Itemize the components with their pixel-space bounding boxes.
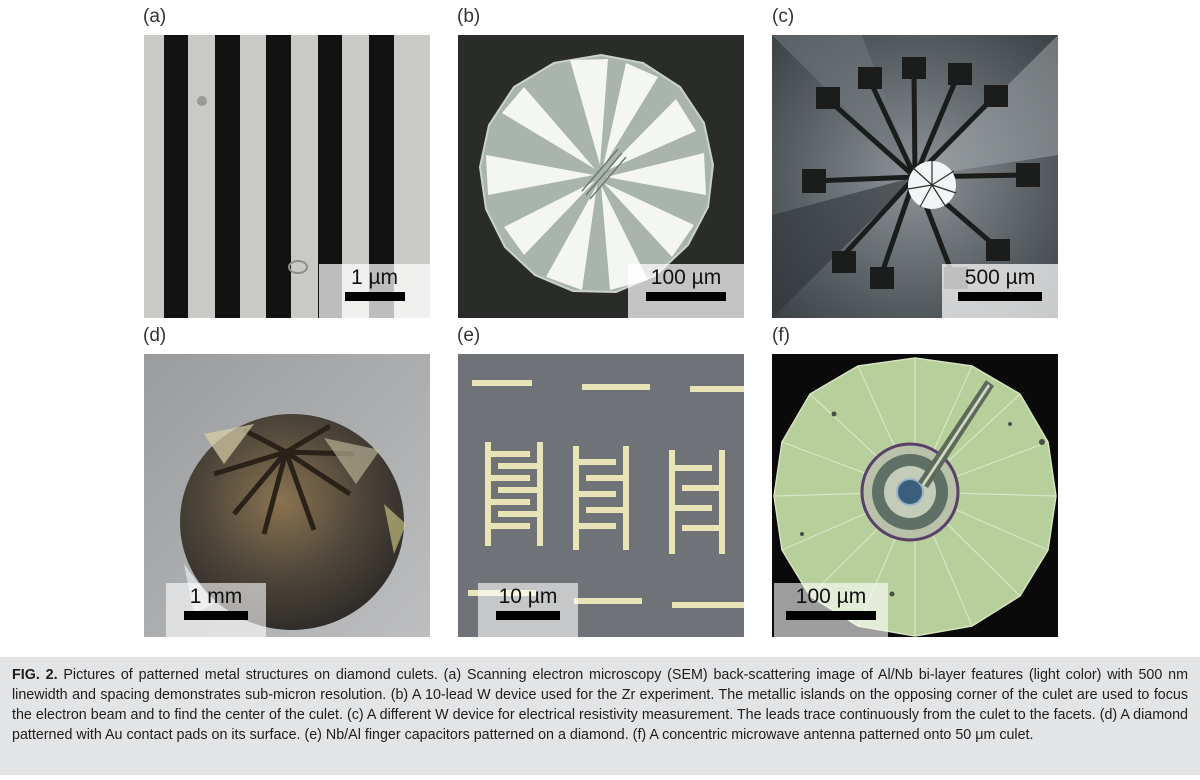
scalebar-f: 100 µm <box>774 583 888 637</box>
panel-label-f: (f) <box>772 325 790 346</box>
panel-label-d: (d) <box>143 325 167 346</box>
panel-a-sem-image: 1 µm <box>144 35 430 318</box>
scalebar-b-label: 100 µm <box>650 266 722 289</box>
caption-text: Pictures of patterned metal structures o… <box>12 667 1188 743</box>
scalebar-a: 1 µm <box>319 264 430 318</box>
scalebar-f-label: 100 µm <box>795 585 867 608</box>
scalebar-d-bar <box>184 611 248 620</box>
scalebar-a-label: 1 µm <box>350 266 399 289</box>
scalebar-b: 100 µm <box>628 264 744 318</box>
w-device-image <box>458 35 744 318</box>
antenna-image <box>772 354 1058 637</box>
panel-label-a: (a) <box>143 6 167 27</box>
scalebar-e-bar <box>496 611 560 620</box>
scalebar-e: 10 µm <box>478 583 578 637</box>
scalebar-c-bar <box>958 292 1042 301</box>
panel-label-b: (b) <box>457 6 481 27</box>
panel-c-resistivity-device: 500 µm <box>772 35 1058 318</box>
panel-d-diamond-photo: 1 mm <box>144 354 430 637</box>
scalebar-f-bar <box>786 611 876 620</box>
panel-label-e: (e) <box>457 325 481 346</box>
scalebar-c: 500 µm <box>942 264 1058 318</box>
figure-caption: FIG. 2. Pictures of patterned metal stru… <box>0 657 1200 775</box>
panel-b-w-device: 100 µm <box>458 35 744 318</box>
scalebar-d-label: 1 mm <box>189 585 243 608</box>
scalebar-b-bar <box>646 292 726 301</box>
figure-number: FIG. 2. <box>12 667 58 683</box>
scalebar-d: 1 mm <box>166 583 266 637</box>
finger-capacitor-image <box>458 354 744 637</box>
panel-f-antenna: 100 µm <box>772 354 1058 637</box>
panel-e-finger-capacitors: 10 µm <box>458 354 744 637</box>
resistivity-device-image <box>772 35 1058 318</box>
scalebar-c-label: 500 µm <box>964 266 1036 289</box>
scalebar-e-label: 10 µm <box>498 585 558 608</box>
scalebar-a-bar <box>344 292 405 301</box>
panel-label-c: (c) <box>772 6 795 27</box>
